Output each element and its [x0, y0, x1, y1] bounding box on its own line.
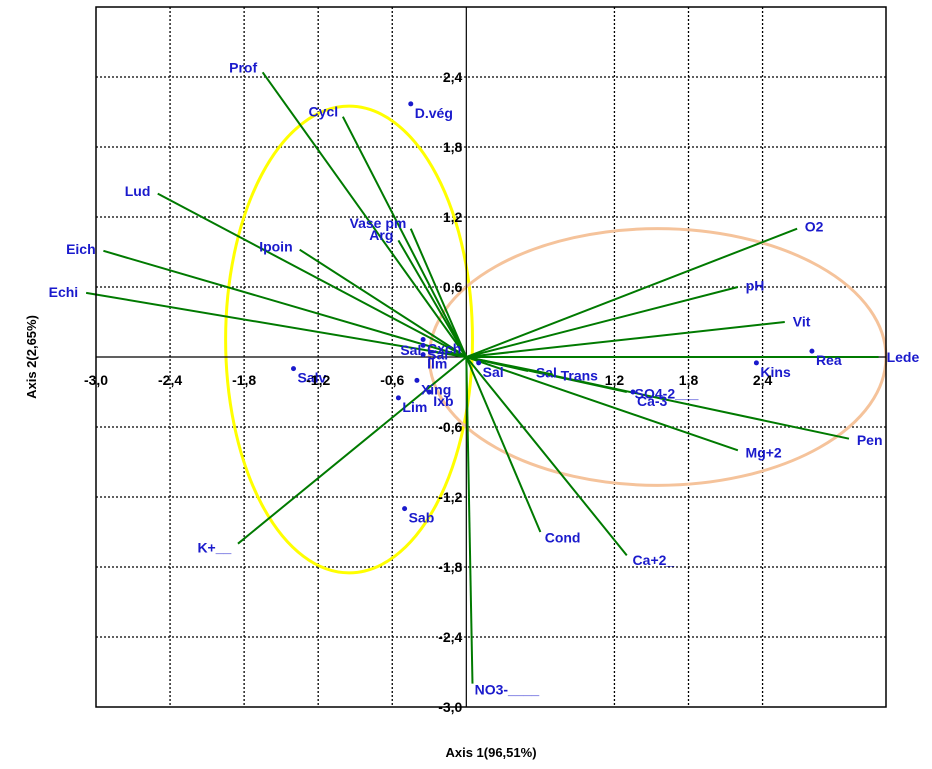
vector-line — [466, 321, 785, 358]
vector-line — [465, 356, 542, 533]
vector-line — [465, 227, 798, 358]
vector-label: Prof — [229, 59, 257, 75]
point-marker — [395, 395, 401, 401]
vector-line — [397, 239, 468, 358]
vector-line — [429, 350, 467, 358]
point-label: Sal — [427, 346, 448, 362]
x-tick-label: -1,8 — [232, 372, 256, 388]
vector-line — [85, 291, 467, 358]
x-tick-label: -0,6 — [380, 372, 404, 388]
point-label: Ilm — [427, 356, 447, 372]
point-marker — [420, 352, 426, 358]
vector-line — [409, 228, 468, 358]
vector-label: Sal — [400, 342, 421, 358]
vector-line — [465, 356, 474, 684]
x-axis-label: Axis 1(96,51%) — [445, 745, 536, 760]
point-marker — [753, 360, 759, 366]
y-tick-label: 2,4 — [443, 69, 463, 85]
point-marker — [426, 389, 432, 395]
y-axis-label: Axis 2(2,65%) — [24, 315, 39, 399]
vector-label: Lud — [125, 183, 151, 199]
point-label: Ixb — [433, 393, 453, 409]
point-label: Lim — [402, 399, 427, 415]
vector-label: O2 — [805, 218, 824, 234]
y-tick-label: -1,8 — [438, 559, 462, 575]
vector-label: Echi — [49, 284, 79, 300]
x-tick-label: -2,4 — [158, 372, 182, 388]
vector-label: Ca+2_ — [633, 552, 675, 568]
point-label: Rea — [816, 352, 842, 368]
vector-label: SO4-2___ — [635, 385, 699, 401]
vector-label: pH — [746, 278, 765, 294]
point-marker — [420, 337, 426, 342]
point-label: Ca-3 — [637, 393, 668, 409]
y-tick-label: -2,4 — [438, 629, 462, 645]
vector-label: Cycl — [309, 103, 339, 119]
vector-line — [466, 356, 553, 376]
vector-label: Pen — [857, 432, 883, 448]
x-tick-label: -1,2 — [306, 372, 330, 388]
vector-label: Mg+2 — [746, 444, 782, 460]
vector-line — [261, 71, 468, 358]
group-ellipse — [224, 104, 474, 575]
vector-line — [157, 192, 467, 358]
group-ellipses — [224, 104, 888, 575]
vector-line — [466, 286, 739, 358]
tick-labels: -3,0 -2,4 -1,8 -1,2 -0,6 1,2 1,8 2,42,41,81,20,… — [84, 69, 773, 715]
point-marker — [402, 506, 408, 512]
point-marker — [420, 342, 426, 348]
point-marker — [291, 366, 296, 372]
observation-points: D.végReaKinsLimSabSalvXingSalSalCa-3IlmI… — [291, 101, 842, 526]
x-tick-label: 1,2 — [605, 372, 625, 388]
point-label: Sab — [409, 510, 435, 526]
x-tick-label: 1,8 — [679, 372, 699, 388]
point-marker — [809, 348, 815, 354]
vector-line — [237, 356, 467, 545]
point-marker — [630, 389, 636, 395]
x-tick-label: 2,4 — [753, 372, 773, 388]
vector-label: Vase pm — [350, 215, 407, 231]
vector-label: Arg — [369, 227, 393, 243]
vector-label: Lede — [887, 349, 920, 365]
vector-label: K+__ — [197, 539, 231, 555]
vector-label: Vit — [793, 313, 811, 329]
y-tick-label: -1,2 — [438, 489, 462, 505]
vector-label: NO3-____ — [475, 682, 540, 698]
y-tick-label: 0,6 — [443, 279, 463, 295]
vector-label: Cond — [545, 530, 581, 546]
vector-line — [341, 116, 468, 358]
point-label: D.vég — [415, 105, 453, 121]
vector-label: Ipoin — [259, 238, 292, 254]
point-label: Cxch — [427, 341, 461, 357]
point-marker — [408, 101, 414, 107]
y-tick-label: -0,6 — [438, 419, 462, 435]
y-tick-label: 1,8 — [443, 139, 463, 155]
point-label: Kins — [760, 364, 791, 380]
y-tick-label: 1,2 — [443, 209, 463, 225]
vector-line — [465, 356, 628, 556]
plot-frame — [95, 6, 887, 708]
vector-line — [103, 249, 467, 358]
vector-label: Eich — [66, 241, 96, 257]
point-label: Sal — [483, 364, 504, 380]
vector-label: Trans — [561, 368, 599, 384]
vector-line — [465, 356, 739, 452]
point-marker — [414, 377, 420, 383]
point-label: Salv — [298, 370, 327, 386]
point-marker — [476, 360, 482, 366]
vector-line — [299, 248, 467, 358]
